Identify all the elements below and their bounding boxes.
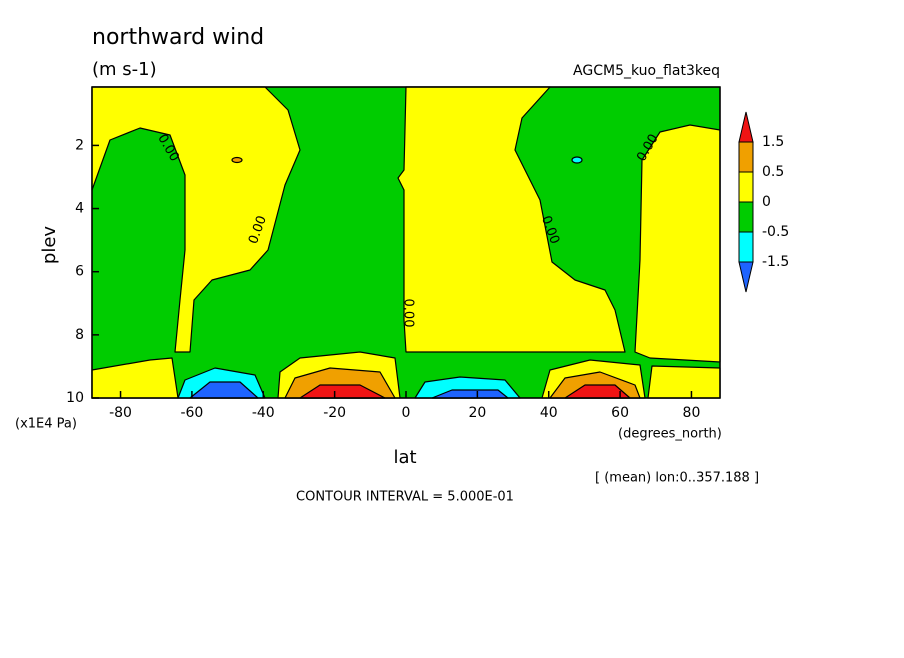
contour-label: 0.00: [401, 299, 416, 328]
colorbar-label: 0.5: [762, 164, 784, 180]
y-tick-label: 2: [75, 137, 84, 153]
y-axis-label: plev: [39, 226, 60, 265]
colorbar-box: [738, 141, 754, 173]
x-tick-label: -80: [109, 405, 132, 421]
x-tick-label: 40: [540, 405, 558, 421]
contour-fill: [647, 365, 721, 399]
contour-fill: [571, 156, 583, 164]
x-tick-label: 0: [402, 405, 411, 421]
mean-note: [ (mean) lon:0..357.188 ]: [595, 471, 759, 486]
colorbar-box: [738, 201, 754, 233]
contour-fill: [91, 86, 301, 353]
x-tick-label: 80: [683, 405, 701, 421]
x-tick-label: -60: [180, 405, 203, 421]
colorbar-box: [738, 231, 754, 263]
colorbar-label: 1.5: [762, 134, 784, 150]
contour-fill: [397, 86, 626, 353]
x-tick-label: -40: [252, 405, 275, 421]
x-tick-label: 20: [468, 405, 486, 421]
x-tick-label: 60: [611, 405, 629, 421]
colorbar-label: -1.5: [762, 254, 789, 270]
colorbar-box: [738, 171, 754, 203]
x-tick-label: -20: [323, 405, 346, 421]
colorbar-label: 0: [762, 194, 771, 210]
colorbar-label: -0.5: [762, 224, 789, 240]
chart-title: northward wind: [92, 25, 264, 50]
y-tick-label: 10: [66, 390, 84, 406]
run-label: AGCM5_kuo_flat3keq: [573, 63, 720, 79]
y-unit: (x1E4 Pa): [15, 417, 77, 432]
contour-plot: [91, 86, 721, 399]
x-axis-label: lat: [393, 447, 416, 468]
y-tick-label: 8: [75, 327, 84, 343]
contour-fill: [634, 124, 721, 363]
contour-fill: [231, 156, 243, 164]
contour-interval: CONTOUR INTERVAL = 5.000E-01: [296, 490, 514, 505]
colorbar-arrow: [738, 261, 754, 293]
y-tick-label: 6: [75, 264, 84, 280]
chart-subtitle: (m s-1): [92, 59, 157, 80]
y-tick-label: 4: [75, 201, 84, 217]
x-unit: (degrees_north): [618, 427, 722, 442]
